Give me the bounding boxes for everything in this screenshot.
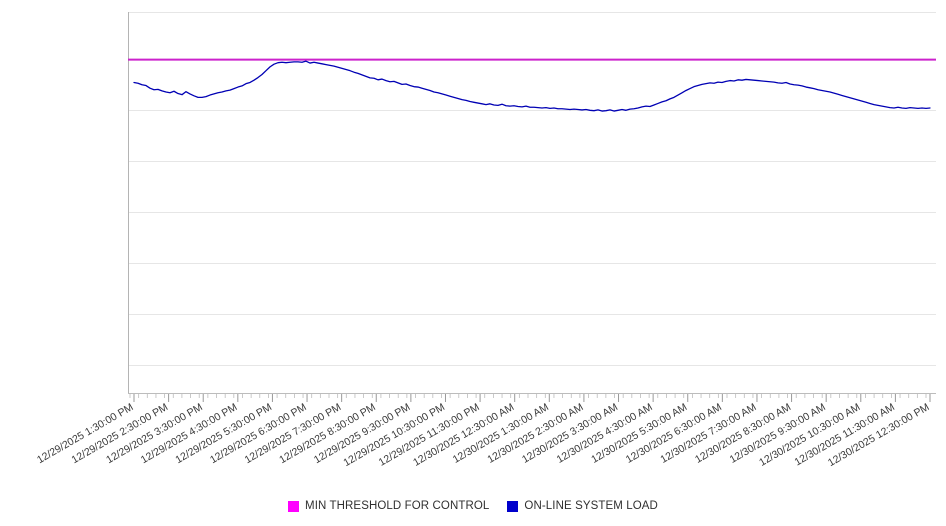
chart-legend: MIN THRESHOLD FOR CONTROL ON-LINE SYSTEM… <box>0 494 946 518</box>
legend-item-min-threshold[interactable]: MIN THRESHOLD FOR CONTROL <box>288 500 489 512</box>
x-axis-minor-ticks <box>129 394 927 398</box>
online-system-load-line <box>133 60 931 112</box>
legend-label-online-system-load: ON-LINE SYSTEM LOAD <box>524 500 658 512</box>
legend-swatch-online-system-load <box>507 500 519 512</box>
plot-gridlines <box>128 12 936 366</box>
legend-item-online-system-load[interactable]: ON-LINE SYSTEM LOAD <box>507 500 658 512</box>
legend-swatch-min-threshold <box>288 500 300 512</box>
x-axis-major-ticks <box>133 394 931 402</box>
legend-label-min-threshold: MIN THRESHOLD FOR CONTROL <box>305 500 490 512</box>
